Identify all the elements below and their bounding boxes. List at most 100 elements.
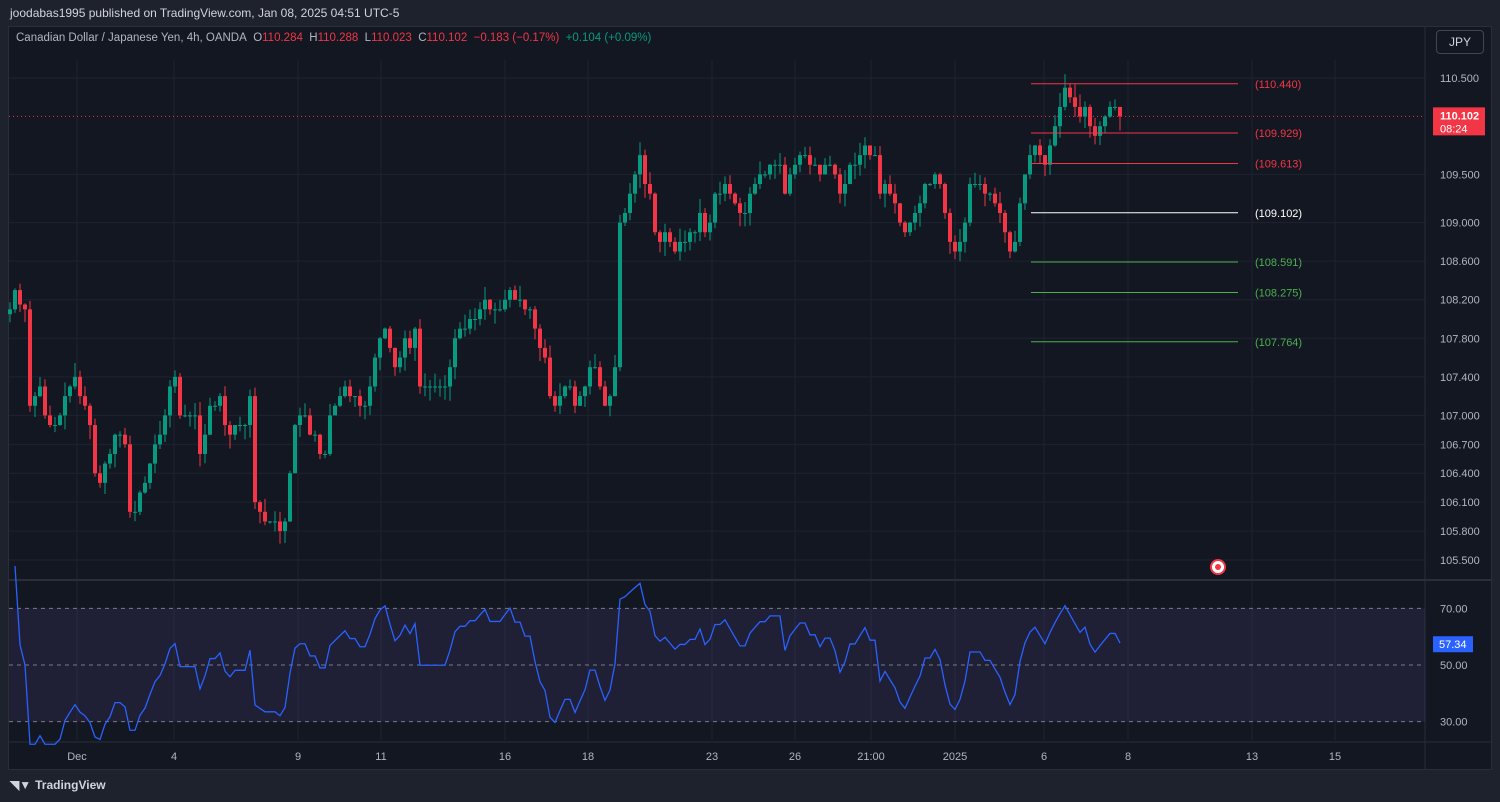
candle-body bbox=[228, 425, 232, 435]
candle-body bbox=[1063, 87, 1067, 107]
rsi-tick-label: 70.00 bbox=[1440, 603, 1468, 615]
candle-body bbox=[1088, 106, 1092, 127]
candle-body bbox=[783, 164, 787, 194]
candle-body bbox=[1098, 126, 1102, 136]
candle-body bbox=[688, 232, 692, 242]
candle-body bbox=[843, 184, 847, 194]
time-tick-label: 26 bbox=[789, 751, 801, 763]
candle-body bbox=[823, 164, 827, 175]
candle-body bbox=[318, 434, 322, 454]
candle-body bbox=[893, 193, 897, 204]
tradingview-logo[interactable]: ◥▼ TradingView bbox=[10, 778, 106, 792]
candle-body bbox=[373, 357, 377, 387]
candle-body bbox=[183, 415, 187, 417]
candle-body bbox=[758, 174, 762, 185]
price-tick-label: 108.600 bbox=[1440, 256, 1480, 268]
candle-body bbox=[53, 425, 57, 427]
level-label: (109.102) bbox=[1255, 208, 1302, 220]
candle-body bbox=[798, 155, 802, 165]
candle-body bbox=[958, 241, 962, 252]
candle-body bbox=[568, 386, 572, 388]
symbol-name: Canadian Dollar / Japanese Yen, 4h, OAND… bbox=[16, 32, 247, 44]
candle-body bbox=[808, 155, 812, 165]
candle-body bbox=[308, 415, 312, 435]
candle-body bbox=[453, 338, 457, 368]
candle-body bbox=[483, 299, 487, 310]
candle-body bbox=[443, 386, 447, 388]
candle-body bbox=[448, 367, 452, 387]
candle-body bbox=[503, 299, 507, 310]
candle-body bbox=[928, 184, 932, 186]
candle-body bbox=[743, 212, 747, 214]
candle-body bbox=[793, 164, 797, 175]
candle-body bbox=[173, 376, 177, 387]
candle-body bbox=[18, 290, 22, 305]
candle-body bbox=[873, 155, 877, 157]
candle-body bbox=[643, 155, 647, 185]
candle-body bbox=[613, 367, 617, 397]
candle-body bbox=[328, 415, 332, 454]
candle-body bbox=[188, 415, 192, 417]
candle-body bbox=[673, 241, 677, 252]
price-tag-value: 110.102 bbox=[1440, 110, 1479, 122]
candle-body bbox=[298, 415, 302, 426]
level-label: (107.764) bbox=[1255, 337, 1302, 349]
time-tick-label: 9 bbox=[295, 751, 301, 763]
candle-body bbox=[708, 222, 712, 233]
price-tag bbox=[1433, 107, 1485, 136]
candle-body bbox=[93, 425, 97, 474]
candle-body bbox=[68, 386, 72, 397]
candle-body bbox=[1023, 174, 1027, 204]
candle-body bbox=[723, 184, 727, 194]
candle-body bbox=[368, 386, 372, 406]
rsi-tick-label: 50.00 bbox=[1440, 660, 1468, 672]
level-label: (110.440) bbox=[1255, 79, 1301, 91]
candle-body bbox=[28, 309, 32, 406]
price-tick-label: 110.500 bbox=[1440, 73, 1479, 85]
candle-body bbox=[533, 309, 537, 329]
candle-body bbox=[378, 338, 382, 358]
candle-body bbox=[253, 396, 257, 503]
rsi-tag-value: 57.34 bbox=[1439, 639, 1467, 651]
candle-body bbox=[953, 241, 957, 252]
rsi-line bbox=[14, 565, 1121, 745]
candle-body bbox=[748, 193, 752, 213]
candle-body bbox=[243, 425, 247, 427]
currency-button[interactable]: JPY bbox=[1436, 30, 1484, 54]
candle-body bbox=[833, 164, 837, 175]
candle-body bbox=[293, 425, 297, 474]
candle-body bbox=[283, 521, 287, 532]
candle-body bbox=[1028, 155, 1032, 175]
candle-body bbox=[1113, 106, 1117, 108]
open-label: O bbox=[253, 32, 263, 44]
candle-body bbox=[718, 193, 722, 195]
candle-body bbox=[1058, 106, 1062, 127]
rsi-tick-label: 30.00 bbox=[1440, 717, 1468, 729]
candle-body bbox=[828, 164, 832, 166]
event-marker-dot bbox=[1215, 564, 1221, 570]
candle-body bbox=[343, 386, 347, 397]
candle-body bbox=[738, 203, 742, 213]
candle-body bbox=[623, 212, 627, 223]
time-tick-label: 15 bbox=[1329, 751, 1341, 763]
candle-body bbox=[728, 184, 732, 194]
candle-body bbox=[48, 415, 52, 426]
candle-body bbox=[543, 347, 547, 358]
candle-body bbox=[73, 376, 77, 387]
candle-body bbox=[38, 386, 42, 397]
candle-body bbox=[888, 184, 892, 194]
candle-body bbox=[273, 521, 277, 523]
candle-body bbox=[863, 145, 867, 156]
candle-body bbox=[148, 463, 152, 483]
candle-body bbox=[753, 184, 757, 194]
candle-body bbox=[868, 145, 872, 156]
time-tick-label: Dec bbox=[67, 751, 87, 763]
candle-body bbox=[813, 164, 817, 166]
candle-body bbox=[23, 304, 27, 310]
candle-body bbox=[478, 309, 482, 319]
candle-body bbox=[353, 396, 357, 398]
candle-body bbox=[233, 425, 237, 435]
candle-body bbox=[998, 203, 1002, 213]
candle-body bbox=[733, 193, 737, 204]
